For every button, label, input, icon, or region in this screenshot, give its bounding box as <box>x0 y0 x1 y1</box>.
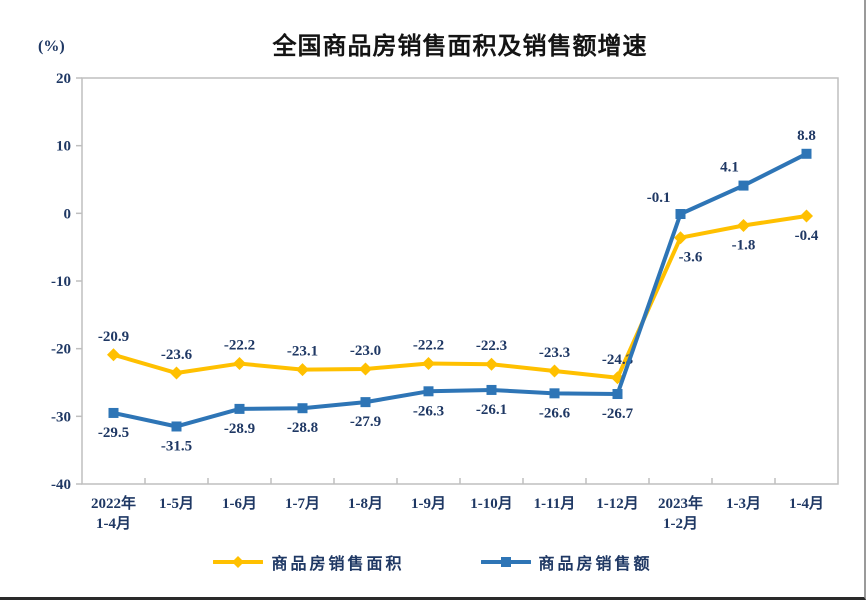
data-label: 4.1 <box>720 160 739 176</box>
y-tick-label: -20 <box>51 342 71 358</box>
data-point-marker <box>234 403 245 414</box>
data-point-marker <box>423 386 434 397</box>
chart-title: 全国商品房销售面积及销售额增速 <box>272 33 648 60</box>
legend-label: 商品房销售额 <box>538 556 653 573</box>
series-0: -20.9 -23.6 -22.2 -23.1 -23.0 -22.2 -22.3 -23.3… <box>98 209 819 385</box>
data-label: -23.3 <box>539 345 570 361</box>
data-point-marker <box>485 357 498 371</box>
series-1: -29.5 -31.5 -28.9 -28.8 -27.9 -26.3 -26.1 -26.6… <box>98 128 816 455</box>
y-tick-label: -40 <box>51 477 71 493</box>
data-label: -20.9 <box>98 329 129 345</box>
data-label: -26.1 <box>476 402 507 418</box>
data-label: -23.1 <box>287 344 318 360</box>
data-point-marker <box>486 384 497 395</box>
data-label: -31.5 <box>161 438 192 454</box>
x-tick-label: 1-6月 <box>222 495 257 512</box>
data-point-marker <box>171 421 182 432</box>
data-label: -28.9 <box>224 421 255 437</box>
data-label: -27.9 <box>350 414 381 430</box>
y-tick-label: 0 <box>64 206 72 222</box>
y-axis-unit-label: (%) <box>38 38 65 55</box>
data-point-marker <box>674 231 687 245</box>
data-label: -26.3 <box>413 403 444 419</box>
x-tick-label: 1-11月 <box>534 495 576 512</box>
data-label: -26.6 <box>539 405 571 421</box>
x-tick-label: 2023年 1-2月 <box>658 494 703 532</box>
y-tick-label: 20 <box>56 71 71 87</box>
data-point-marker <box>170 366 183 380</box>
x-tick-label: 1-3月 <box>726 495 761 512</box>
data-label: -24.3 <box>602 352 633 368</box>
x-axis: 2022年 1-4月 1-5月 1-6月 1-7月 1-8月 1-9月 1-10月 1-11月 1… <box>91 478 824 532</box>
data-point-marker <box>360 397 371 408</box>
data-label: -29.5 <box>98 425 129 441</box>
x-tick-label: 1-8月 <box>348 495 383 512</box>
data-point-marker <box>297 403 308 414</box>
data-label: -3.6 <box>679 250 703 266</box>
y-tick-label: -30 <box>51 409 71 425</box>
legend-label: 商品房销售面积 <box>271 556 405 573</box>
data-point-marker <box>107 348 120 362</box>
data-label: -22.3 <box>476 338 507 354</box>
data-point-marker <box>738 180 749 191</box>
legend-item: 商品房销售额 <box>480 550 653 574</box>
data-point-marker <box>296 363 309 377</box>
data-label: -26.7 <box>602 406 634 422</box>
data-label: -23.0 <box>350 343 381 359</box>
x-tick-label: 1-9月 <box>411 495 446 512</box>
data-label: -0.1 <box>647 190 671 206</box>
data-point-marker <box>233 357 246 371</box>
series-line <box>111 214 809 380</box>
legend-diamond-marker-icon <box>213 556 264 568</box>
data-point-marker <box>359 362 372 376</box>
x-tick-label: 1-12月 <box>596 495 639 512</box>
data-label: -22.2 <box>224 338 255 354</box>
data-point-marker <box>549 388 560 399</box>
chart-legend: 商品房销售面积 商品房销售额 <box>0 550 864 574</box>
x-tick-label: 1-10月 <box>470 495 513 512</box>
data-label: -28.8 <box>287 420 318 436</box>
y-tick-label: -10 <box>51 274 71 290</box>
legend-square-marker-icon <box>480 557 531 567</box>
data-point-marker <box>548 364 561 378</box>
data-point-marker <box>108 407 119 418</box>
data-point-marker <box>675 209 686 220</box>
data-label: -0.4 <box>795 228 819 244</box>
legend-item: 商品房销售面积 <box>213 550 404 574</box>
x-tick-label: 2022年 1-4月 <box>91 494 136 532</box>
series-line <box>111 151 809 429</box>
data-label: -23.6 <box>161 347 193 363</box>
y-tick-label: 10 <box>56 139 71 155</box>
data-label: -1.8 <box>732 238 756 254</box>
data-point-marker <box>737 219 750 233</box>
data-label: 8.8 <box>797 128 816 144</box>
data-label: -22.2 <box>413 338 444 354</box>
data-point-marker <box>612 389 623 400</box>
data-point-marker <box>801 148 812 159</box>
x-tick-label: 1-7月 <box>285 495 320 512</box>
data-point-marker <box>422 357 435 371</box>
x-tick-label: 1-4月 <box>789 495 824 512</box>
y-axis: 20 10 0 -10 -20 -30 -40 <box>51 71 82 493</box>
x-tick-label: 1-5月 <box>159 495 194 512</box>
data-point-marker <box>800 209 813 223</box>
